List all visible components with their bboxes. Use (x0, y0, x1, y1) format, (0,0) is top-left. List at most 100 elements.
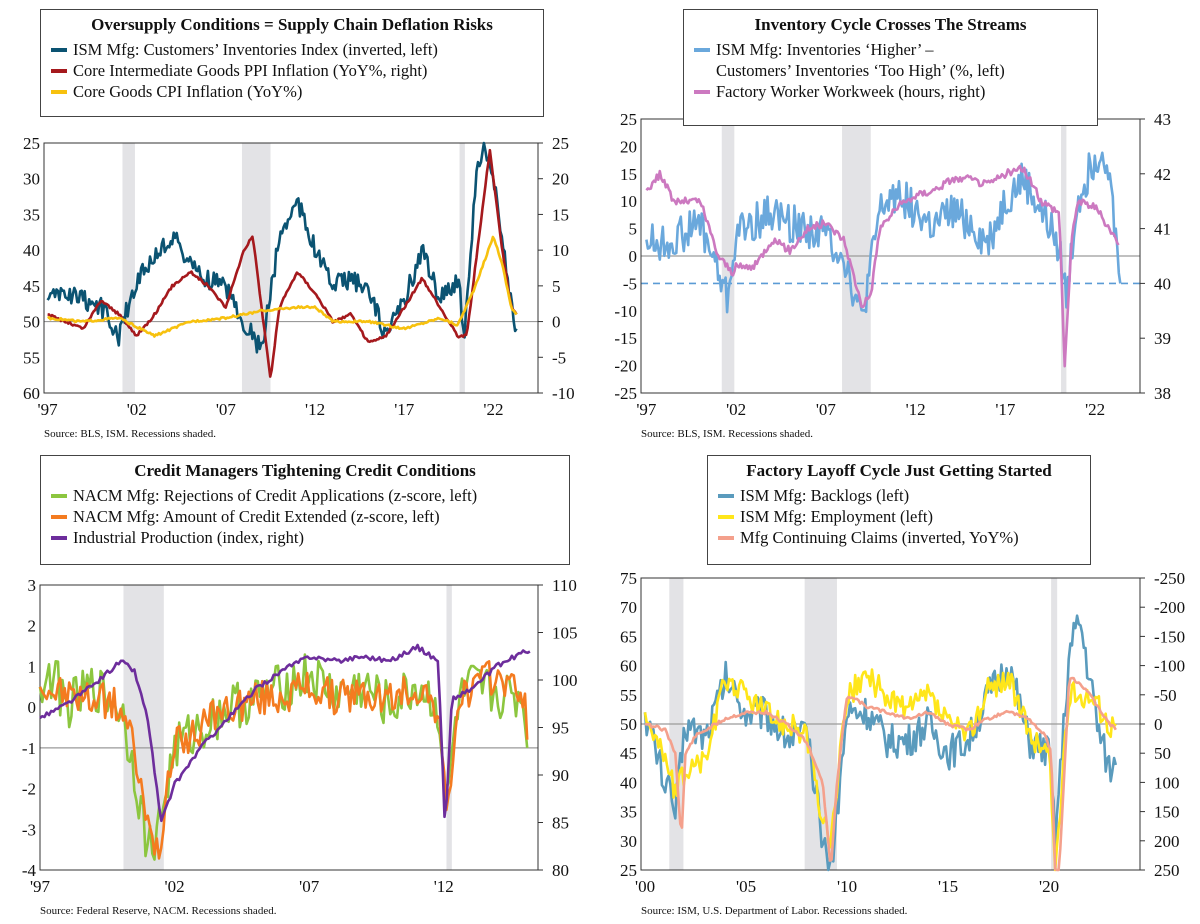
y-tick-label-right: 250 (1154, 861, 1180, 880)
x-tick-label: '12 (906, 400, 926, 419)
swatch-factory-workweek (694, 90, 710, 94)
legend-label: ISM Mfg: Employment (left) (740, 507, 933, 526)
swatch-nacm-rejections (51, 494, 67, 498)
y-tick-label-left: -10 (614, 302, 637, 321)
swatch-ism-customers-inventories (51, 48, 67, 52)
y-tick-label-right: 39 (1154, 329, 1171, 348)
series-line (643, 614, 1118, 872)
series-line (47, 235, 518, 338)
chart-title: Credit Managers Tightening Credit Condit… (134, 461, 476, 480)
recession-band (459, 143, 465, 393)
y-tick-label-left: 35 (620, 803, 637, 822)
legend-entry: Mfg Continuing Claims (inverted, YoY%) (718, 527, 1080, 548)
y-tick-label-left: 55 (620, 686, 637, 705)
y-tick-label-left: 35 (23, 205, 40, 224)
legend-entry: ISM Mfg: Inventories ‘Higher’ – Customer… (694, 39, 1087, 81)
series-line (46, 141, 518, 354)
legend-entry: ISM Mfg: Employment (left) (718, 506, 1080, 527)
x-tick-label: '10 (837, 877, 857, 896)
x-tick-label: '20 (1039, 877, 1059, 896)
y-tick-label-left: 25 (23, 134, 40, 153)
x-tick-label: '12 (305, 400, 325, 419)
y-tick-label-right: 110 (552, 576, 577, 595)
plot-frame (43, 142, 539, 394)
y-tick-label-right: 105 (552, 624, 578, 643)
legend-entry: Factory Worker Workweek (hours, right) (694, 81, 1087, 102)
legend-entry: ISM Mfg: Backlogs (left) (718, 485, 1080, 506)
legend-label: ISM Mfg: Backlogs (left) (740, 486, 910, 505)
y-tick-label-left: 70 (620, 598, 637, 617)
legend-label: Factory Worker Workweek (hours, right) (716, 82, 986, 101)
y-tick-label-right: -10 (552, 384, 575, 403)
source-note: Source: Federal Reserve, NACM. Recession… (40, 905, 277, 917)
y-tick-label-left: 2 (28, 617, 37, 636)
y-tick-label-left: 20 (620, 137, 637, 156)
y-tick-label-right: 15 (552, 205, 569, 224)
chart-title: Oversupply Conditions = Supply Chain Def… (91, 15, 493, 34)
swatch-ism-backlogs (718, 494, 734, 498)
series-line (39, 643, 531, 823)
x-tick-label: '02 (165, 877, 185, 896)
y-tick-label-left: 75 (620, 569, 637, 588)
y-tick-label-right: 90 (552, 766, 569, 785)
y-tick-label-left: 25 (620, 110, 637, 129)
legend-entry: Industrial Production (index, right) (51, 527, 559, 548)
y-tick-label-left: -5 (623, 274, 637, 293)
x-tick-label: '17 (394, 400, 415, 419)
y-tick-label-left: 60 (23, 384, 40, 403)
swatch-mfg-continuing-claims (718, 536, 734, 540)
y-tick-label-right: 50 (1154, 744, 1171, 763)
legend-label: ISM Mfg: Inventories ‘Higher’ – Customer… (716, 40, 1005, 80)
legend-label: Industrial Production (index, right) (73, 528, 304, 547)
swatch-core-intermediate-ppi (51, 69, 67, 73)
y-tick-label-left: -15 (614, 329, 637, 348)
y-tick-label-left: 5 (629, 220, 638, 239)
x-tick-label: '22 (483, 400, 503, 419)
y-tick-label-left: 15 (620, 165, 637, 184)
x-tick-label: '02 (726, 400, 746, 419)
y-tick-label-left: 55 (23, 348, 40, 367)
legend-entry: NACM Mfg: Amount of Credit Extended (z-s… (51, 506, 559, 527)
y-tick-label-right: 43 (1154, 110, 1171, 129)
y-tick-label-left: 65 (620, 627, 637, 646)
y-tick-label-left: 0 (629, 247, 638, 266)
source-note: Source: BLS, ISM. Recessions shaded. (641, 428, 814, 440)
x-tick-label: '15 (938, 877, 958, 896)
y-tick-label-right: 100 (1154, 773, 1180, 792)
y-tick-label-right: 0 (1154, 715, 1163, 734)
y-tick-label-right: 5 (552, 277, 561, 296)
legend-oversupply: Oversupply Conditions = Supply Chain Def… (40, 9, 544, 117)
chart-credit-managers: 3 2 1 0 -1 -2 -3 -4 110 105 100 95 90 85 80 '97 '02 '07 '1… (22, 576, 578, 896)
y-tick-label-left: 45 (620, 744, 637, 763)
legend-label: Core Goods CPI Inflation (YoY%) (73, 82, 303, 101)
y-tick-label-left: 0 (28, 698, 37, 717)
chart-title: Inventory Cycle Crosses The Streams (754, 15, 1027, 34)
legend-entry: Core Intermediate Goods PPI Inflation (Y… (51, 60, 533, 81)
y-tick-label-right: 10 (552, 241, 569, 260)
y-tick-label-right: 38 (1154, 384, 1171, 403)
y-tick-label-left: -4 (22, 861, 37, 880)
y-tick-label-right: 20 (552, 170, 569, 189)
y-tick-label-right: 42 (1154, 165, 1171, 184)
y-tick-label-right: 100 (552, 671, 578, 690)
x-tick-label: '97 (30, 877, 51, 896)
x-tick-label: '02 (127, 400, 147, 419)
legend-label: Mfg Continuing Claims (inverted, YoY%) (740, 528, 1019, 547)
y-tick-label-right: -5 (552, 348, 566, 367)
y-tick-label-right: 25 (552, 134, 569, 153)
legend-entry: ISM Mfg: Customers’ Inventories Index (i… (51, 39, 533, 60)
y-tick-label-right: -250 (1154, 569, 1185, 588)
x-tick-label: '07 (299, 877, 320, 896)
y-tick-label-right: 41 (1154, 220, 1171, 239)
legend-entry: NACM Mfg: Rejections of Credit Applicati… (51, 485, 559, 506)
y-tick-label-right: -200 (1154, 598, 1185, 617)
y-tick-label-left: 60 (620, 657, 637, 676)
x-tick-label: '17 (995, 400, 1016, 419)
series-line (644, 676, 1117, 872)
legend-label: Core Intermediate Goods PPI Inflation (Y… (73, 61, 428, 80)
x-tick-label: '00 (635, 877, 655, 896)
chart-factory-layoff: 75 70 65 60 55 50 45 40 35 30 25 -250 -200 -150 -100 -5… (620, 569, 1185, 896)
swatch-ism-inventories-spread (694, 48, 710, 52)
chart-inventory-cycle: 25 20 15 10 5 0 -5 -10 -15 -20 -25 43 42 41 40 39 38 '97 '… (614, 110, 1171, 419)
plot-frame (39, 584, 539, 871)
